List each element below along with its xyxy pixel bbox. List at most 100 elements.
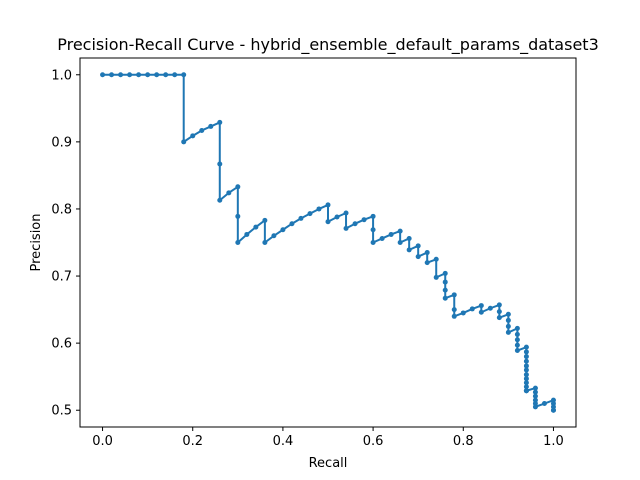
x-tick-label: 0.4 [273, 434, 294, 449]
data-point [208, 123, 214, 129]
data-point [532, 404, 538, 410]
data-point [496, 309, 502, 315]
data-point [235, 240, 241, 245]
data-point [361, 217, 367, 223]
data-point [523, 354, 529, 360]
x-tick-label: 0.8 [453, 434, 474, 449]
data-point [226, 190, 232, 196]
y-tick-label: 0.6 [51, 337, 72, 352]
y-tick-label: 0.7 [51, 270, 72, 285]
data-point [550, 407, 556, 413]
data-point [523, 388, 529, 394]
data-point [397, 228, 403, 234]
data-point [154, 72, 160, 78]
data-point [514, 337, 520, 343]
data-point [478, 303, 484, 309]
data-point [505, 323, 511, 329]
x-tick-label: 0.0 [92, 434, 113, 449]
data-point [217, 197, 223, 203]
data-point [514, 348, 520, 354]
data-point [523, 358, 529, 364]
data-point [523, 376, 529, 382]
data-point [523, 363, 529, 369]
data-point [496, 315, 502, 321]
data-point [451, 313, 457, 319]
data-point [433, 256, 439, 262]
data-point [136, 72, 142, 78]
data-point [388, 231, 394, 237]
data-point [307, 211, 313, 217]
data-point [325, 202, 331, 208]
data-point [478, 309, 484, 315]
data-point [370, 227, 376, 233]
data-point [343, 225, 349, 231]
data-point [316, 206, 322, 212]
data-point [325, 219, 331, 225]
data-point [217, 119, 223, 125]
data-point [469, 306, 475, 312]
data-point [532, 389, 538, 395]
data-point [235, 184, 241, 190]
data-point [379, 235, 385, 241]
data-point [505, 317, 511, 323]
data-point [460, 310, 466, 316]
y-tick-label: 0.9 [51, 135, 72, 150]
data-point [532, 385, 538, 391]
data-point [280, 227, 286, 233]
data-point [451, 307, 457, 313]
data-point [109, 72, 115, 78]
data-point [487, 305, 493, 311]
data-point [271, 233, 277, 239]
data-point [523, 367, 529, 373]
data-point [415, 254, 421, 260]
data-point [163, 72, 169, 78]
data-point [235, 213, 241, 219]
data-point [505, 311, 511, 317]
data-point [352, 221, 358, 227]
data-point [514, 342, 520, 348]
y-tick-label: 0.8 [51, 202, 72, 217]
data-point [496, 302, 502, 308]
data-point [415, 243, 421, 249]
data-point [181, 139, 187, 145]
data-point [406, 235, 412, 241]
x-tick-label: 0.2 [182, 434, 203, 449]
data-point [505, 329, 511, 335]
data-point [523, 349, 529, 355]
data-point [424, 250, 430, 256]
data-point [541, 401, 547, 407]
x-axis-label: Recall [309, 456, 348, 471]
y-tick-label: 0.5 [51, 404, 72, 419]
x-axis: 0.0 0.2 0.4 0.6 0.8 1.0 [92, 427, 564, 449]
data-point [199, 127, 205, 133]
data-point [442, 279, 448, 285]
data-point [406, 247, 412, 253]
data-point [334, 214, 340, 220]
data-point [397, 240, 403, 245]
data-point [532, 393, 538, 399]
y-tick-label: 1.0 [51, 68, 72, 83]
data-point [100, 72, 106, 78]
data-point [298, 215, 304, 221]
data-point [190, 133, 196, 139]
data-point [244, 231, 250, 237]
data-point [433, 274, 439, 280]
y-axis-label: Precision [29, 213, 44, 271]
y-axis: 0.5 0.6 0.7 0.8 0.9 1.0 [51, 68, 80, 419]
data-point [442, 270, 448, 276]
data-point [145, 72, 151, 78]
data-point [442, 287, 448, 293]
plot-area [100, 72, 556, 413]
data-point [523, 380, 529, 386]
data-point [172, 72, 178, 78]
data-point [523, 372, 529, 378]
data-point [118, 72, 124, 78]
data-point [370, 240, 376, 245]
data-point [424, 260, 430, 266]
data-point [514, 325, 520, 331]
chart-title: Precision-Recall Curve - hybrid_ensemble… [57, 35, 599, 55]
data-point [370, 213, 376, 219]
axes-frame [79, 57, 577, 428]
